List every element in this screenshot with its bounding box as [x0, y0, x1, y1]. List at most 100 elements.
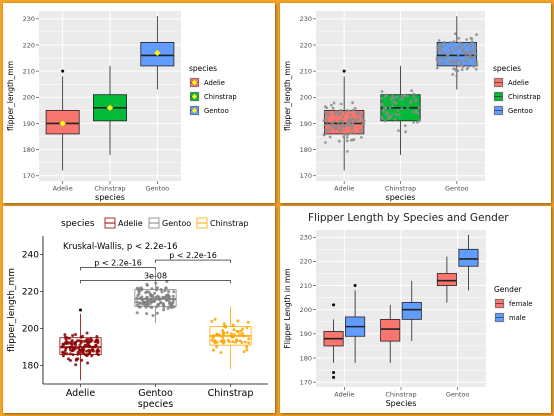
jitter-point: [83, 353, 87, 356]
jitter-point: [339, 108, 343, 112]
y-tick-label: 230: [23, 15, 35, 23]
jitter-point: [474, 67, 478, 71]
jitter-point: [66, 341, 70, 345]
jitter-point: [235, 329, 239, 333]
jitter-point: [339, 102, 343, 106]
jitter-point: [68, 346, 72, 349]
jitter-point: [327, 113, 331, 117]
legend-label: Adelie: [204, 79, 225, 87]
jitter-point: [165, 294, 168, 297]
jitter-point: [412, 92, 416, 96]
jitter-point: [61, 350, 64, 354]
jitter-point: [80, 358, 84, 362]
legend-label: Adelie: [508, 79, 529, 87]
jitter-point: [351, 122, 355, 126]
jitter-point: [339, 125, 342, 129]
jitter-point: [409, 99, 413, 103]
jitter-point: [212, 348, 215, 352]
jitter-point: [90, 354, 94, 358]
jitter-point: [474, 53, 478, 56]
jitter-point: [357, 120, 360, 123]
jitter-point: [340, 128, 343, 132]
y-tick-label: 200: [22, 325, 39, 335]
jitter-point: [149, 297, 153, 301]
jitter-point: [459, 61, 463, 64]
jitter-point: [64, 346, 68, 350]
jitter-point: [450, 60, 454, 64]
jitter-point: [63, 335, 67, 339]
jitter-point: [145, 303, 149, 307]
jitter-point: [353, 107, 357, 110]
jitter-point: [232, 328, 236, 332]
jitter-point: [162, 308, 165, 312]
jitter-point: [165, 298, 169, 302]
jitter-point: [454, 59, 458, 63]
jitter-point: [450, 55, 453, 59]
jitter-point: [74, 363, 78, 367]
jitter-point: [455, 74, 459, 78]
jitter-point: [158, 297, 162, 301]
jitter-point: [326, 110, 330, 114]
y-tick-label: 240: [22, 251, 39, 261]
legend-label: Chinstrap: [204, 93, 237, 101]
jitter-point: [394, 113, 398, 116]
jitter-point: [393, 117, 397, 121]
jitter-point: [78, 343, 82, 347]
jitter-point: [235, 339, 239, 343]
jitter-point: [334, 110, 338, 114]
jitter-point: [397, 129, 400, 132]
jitter-point: [172, 297, 176, 301]
chart-boxplot-mean: 170 180 190 200 210 220 230 Adelie Chinstrap Gent…: [6, 11, 237, 202]
jitter-point: [81, 348, 85, 352]
jitter-point: [155, 294, 159, 298]
jitter-point: [390, 113, 394, 117]
jitter-point: [155, 305, 159, 309]
jitter-point: [146, 300, 150, 303]
jitter-point: [349, 131, 353, 135]
jitter-point: [358, 128, 362, 132]
y-tick-label: 230: [300, 234, 312, 242]
jitter-point: [69, 359, 72, 362]
jitter-point: [150, 305, 154, 309]
jitter-point: [414, 110, 418, 114]
y-tick-label: 210: [300, 67, 312, 75]
jitter-point: [351, 101, 354, 105]
jitter-point: [212, 334, 215, 338]
jitter-point: [231, 335, 235, 339]
jitter-point: [135, 311, 139, 315]
jitter-point: [227, 340, 231, 344]
jitter-point: [76, 339, 79, 343]
jitter-point: [220, 335, 224, 339]
chart-boxplot-jitter: 170 180 190 200 210 220 230 Adelie Chinstrap Gent…: [283, 11, 541, 202]
x-tick-label: Gentoo: [138, 388, 173, 399]
jitter-point: [440, 56, 444, 60]
jitter-point: [79, 335, 83, 339]
jitter-point: [382, 109, 385, 113]
y-tick-label: 180: [22, 362, 39, 372]
box-adelie-0-outlier: [332, 371, 336, 375]
jitter-point: [387, 114, 390, 117]
x-tick-label: Gentoo: [445, 185, 469, 193]
jitter-point: [135, 296, 139, 300]
jitter-point: [333, 112, 337, 116]
jitter-point: [450, 51, 454, 55]
y-tick-label: 190: [23, 120, 35, 128]
box-adelie-outlier: [79, 308, 82, 312]
jitter-point: [362, 119, 366, 123]
jitter-point: [71, 334, 75, 337]
jitter-point: [404, 130, 407, 134]
panel-bottom-left: 180 200 220 240 Adelie Gentoo Chinstrap species…: [3, 206, 275, 413]
jitter-point: [139, 296, 142, 300]
jitter-point: [167, 302, 171, 306]
jitter-point: [325, 117, 329, 120]
jitter-point: [86, 341, 90, 344]
y-tick-label: 210: [23, 67, 35, 75]
jitter-point: [219, 351, 223, 355]
legend-mean-marker: [191, 93, 198, 100]
jitter-point: [338, 111, 342, 115]
x-axis-title: species: [138, 399, 174, 410]
jitter-point: [87, 352, 91, 356]
jitter-point: [458, 64, 461, 68]
jitter-point: [219, 339, 223, 343]
